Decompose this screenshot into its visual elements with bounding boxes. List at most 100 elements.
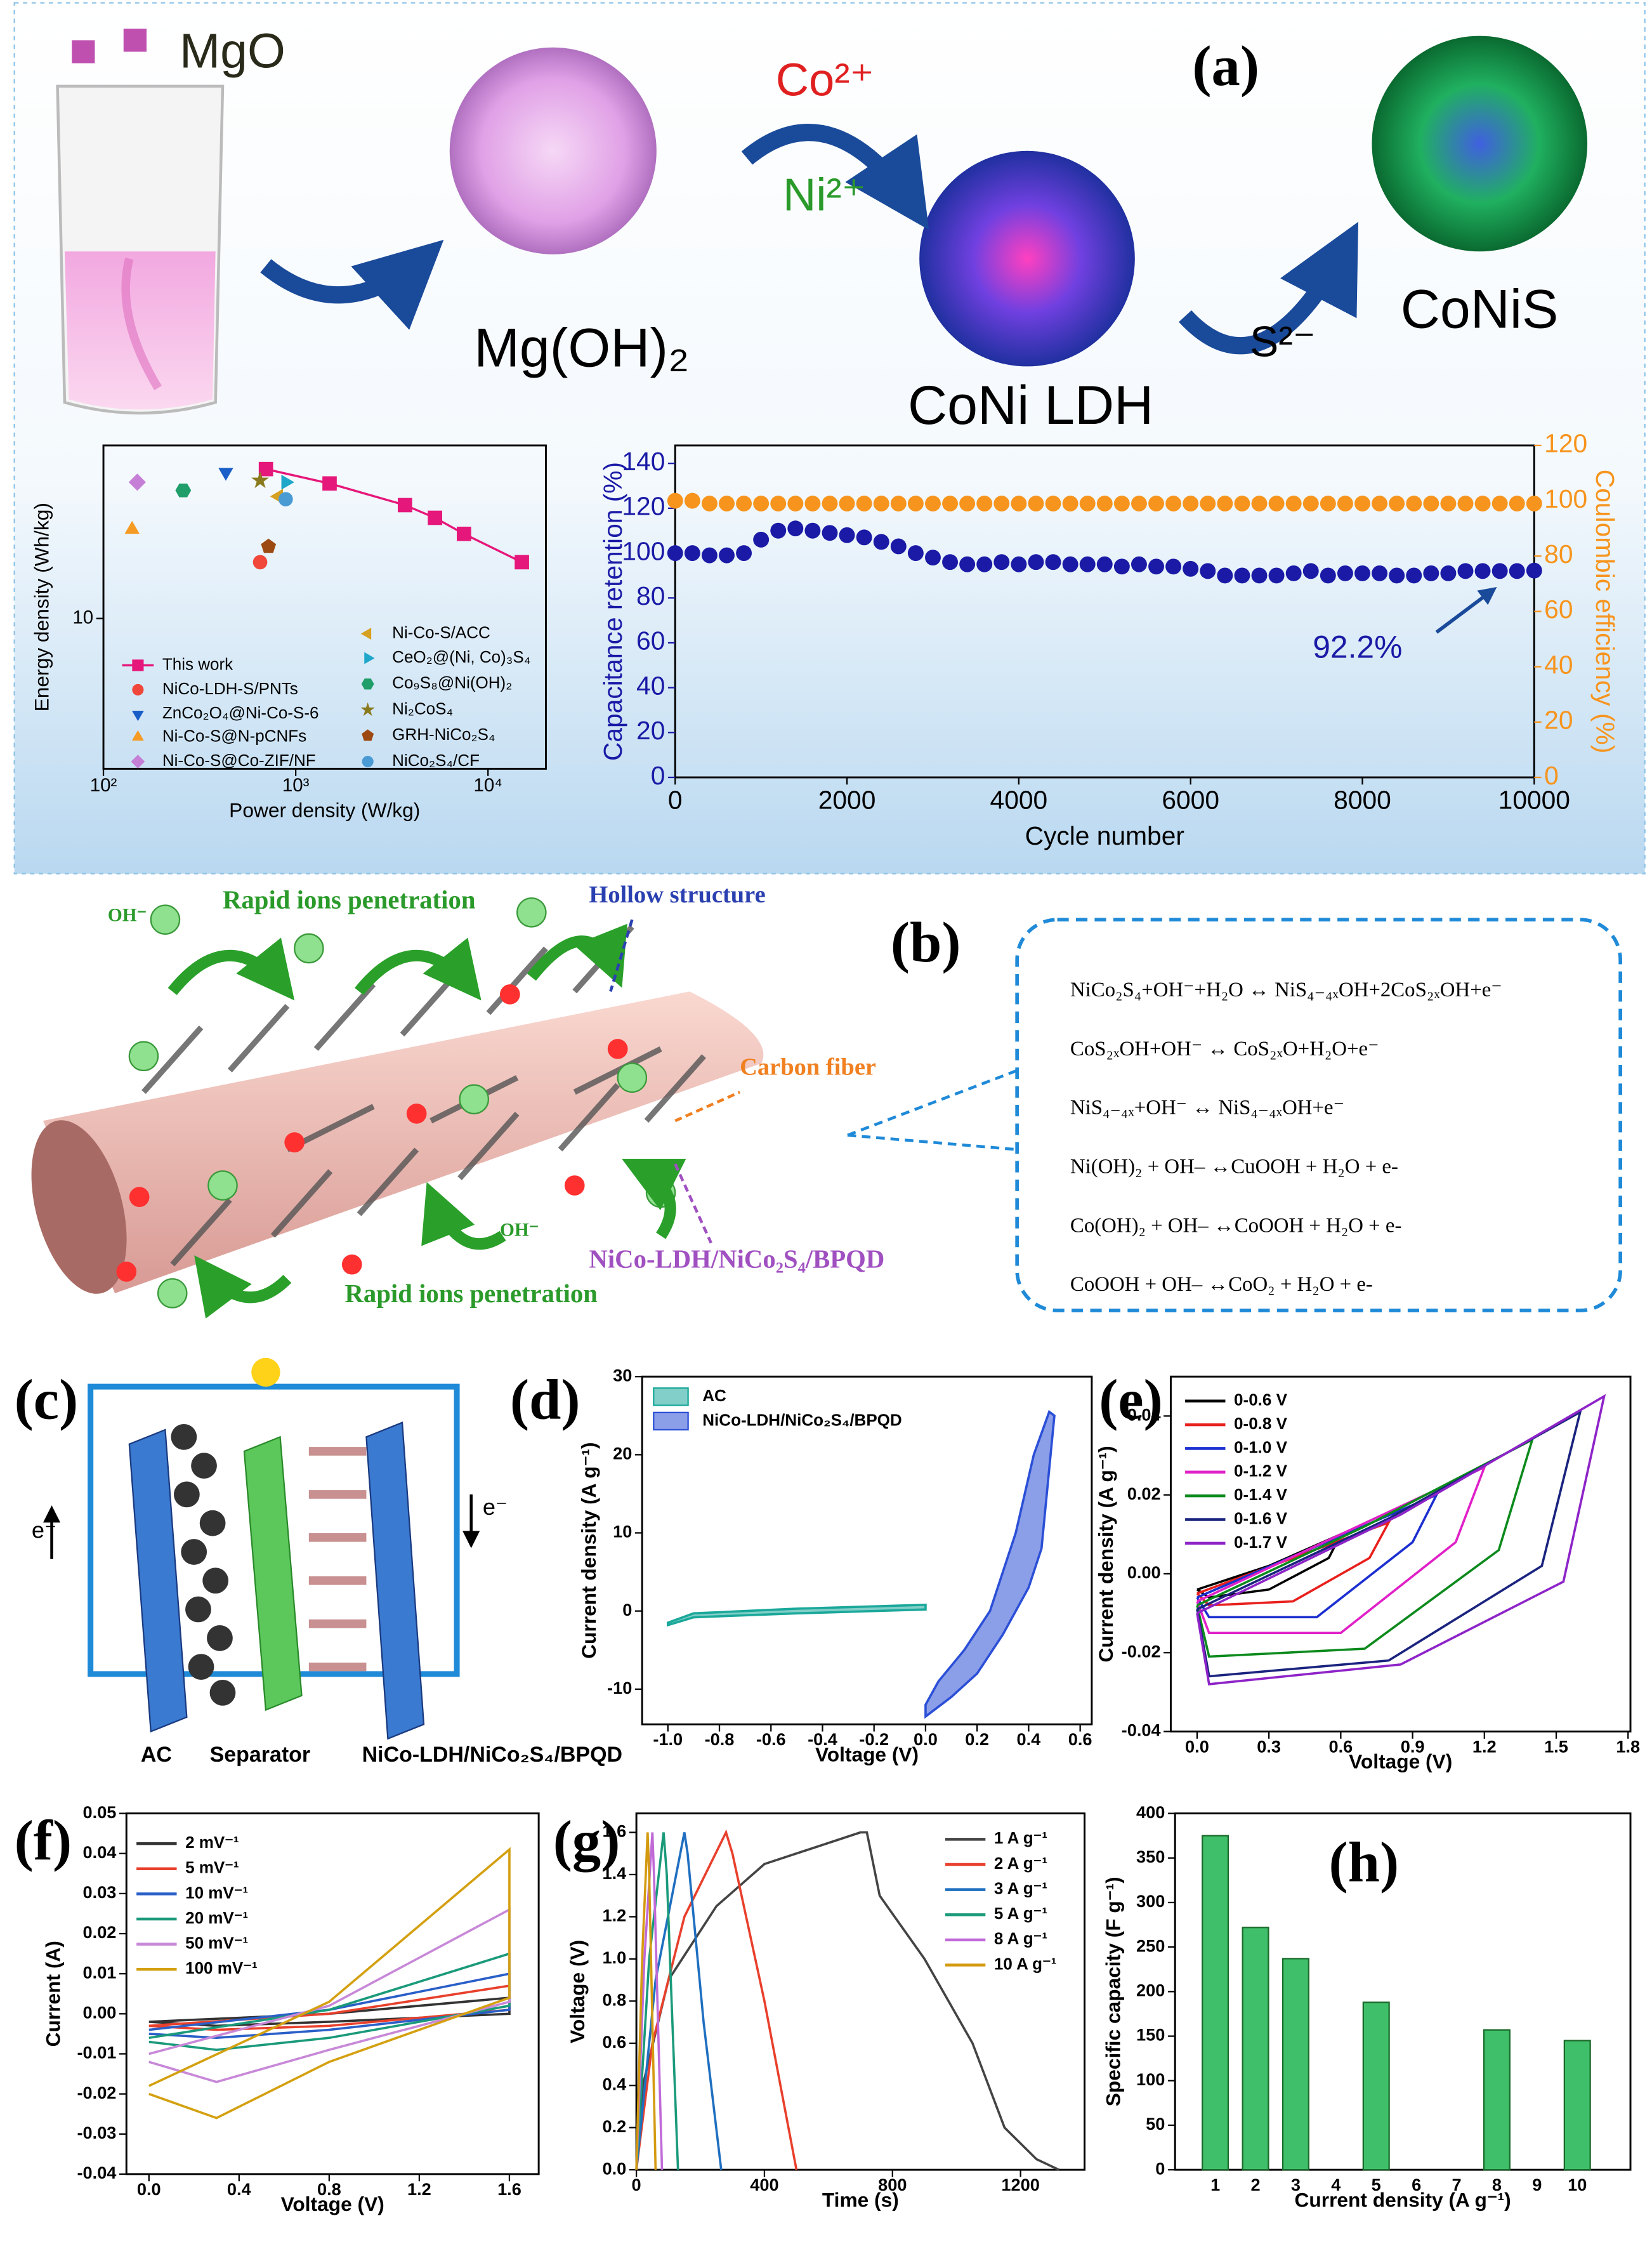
x-tick-label: 10 [1568, 2175, 1587, 2194]
y-axis-label: Energy density (Wh/kg) [30, 503, 53, 711]
equation: NiCo₂S₄+OH⁻+H₂O ↔ NiS₄₋₄ₓOH+2CoS₂ₓOH+e⁻ [1070, 979, 1502, 1001]
point [959, 496, 976, 511]
point [1406, 567, 1422, 584]
label-material: NiCo-LDH/NiCo₂S₄/BPQD [589, 1244, 884, 1273]
y-tick-label: 80 [636, 581, 665, 610]
y-tick-label: 0.04 [83, 1842, 117, 1862]
y-tick-label: 0.2 [602, 2116, 626, 2136]
y-tick-label: 150 [1136, 2025, 1165, 2045]
plot-frame [641, 1375, 1093, 1725]
x-tick-label: 0.0 [137, 2179, 161, 2199]
legend-label: 2 mV⁻¹ [185, 1833, 239, 1852]
x-tick-label: 1 [1210, 2175, 1220, 2194]
equation: Co(OH)₂ + OH– ↔CoOOH + H₂O + e- [1070, 1214, 1401, 1237]
y2-tick-label: 20 [1544, 706, 1573, 735]
point [1302, 496, 1319, 511]
x-tick-label: 0.4 [227, 2179, 251, 2199]
point [1526, 562, 1542, 579]
y-axis-label: Current density (A g⁻¹) [577, 1442, 600, 1659]
point [873, 534, 889, 550]
panel-label: (d) [510, 1367, 580, 1431]
series-area [924, 1409, 1056, 1719]
label-e: e⁻ [483, 1494, 508, 1520]
panel-label: (f) [15, 1808, 72, 1872]
y-axis-label: Voltage (V) [566, 1940, 589, 2043]
x-tick-label: 2000 [818, 785, 876, 814]
y-tick-label: 1.2 [602, 1906, 626, 1925]
y-tick-label: 0.03 [83, 1882, 117, 1902]
point [684, 545, 700, 562]
legend-label: Ni-Co-S@Co-ZIF/NF [162, 751, 316, 770]
point [976, 496, 993, 511]
point [1320, 496, 1336, 511]
y-tick-label: 100 [622, 536, 665, 565]
point [1028, 554, 1044, 571]
point [1045, 496, 1061, 511]
point [1268, 567, 1285, 584]
x-tick-label: 4 [1331, 2175, 1341, 2194]
legend-label: 1 A g⁻¹ [994, 1828, 1047, 1847]
point [1423, 565, 1439, 581]
y-axis-label: Current density (A g⁻¹) [1094, 1446, 1117, 1662]
label-conis: CoNiS [1401, 279, 1559, 340]
y-tick-label: -0.04 [77, 2163, 117, 2182]
series-line [148, 1908, 511, 2083]
point [218, 468, 233, 481]
x-tick-label: 3 [1291, 2175, 1301, 2194]
y2-tick-label: 80 [1544, 539, 1573, 569]
point [907, 496, 924, 511]
legend-marker [131, 710, 144, 722]
x-tick-label: 10⁴ [474, 775, 502, 796]
x-tick-label: -0.6 [756, 1729, 786, 1749]
point [736, 545, 752, 562]
y-axis-label: Specific capacity (F g⁻¹) [1102, 1877, 1125, 2106]
series-line [148, 1847, 511, 2120]
legend-label: 0-0.6 V [1234, 1390, 1288, 1409]
y-tick-label: 60 [636, 626, 665, 656]
point [1217, 496, 1233, 511]
panel-label: (h) [1329, 1830, 1400, 1894]
y2-tick-label: 40 [1544, 650, 1573, 679]
y-tick-label: 0.02 [1127, 1484, 1161, 1503]
point [1251, 496, 1268, 511]
y-tick-label: -0.02 [77, 2083, 117, 2102]
y-axis-label: Capacitance retention (%) [598, 462, 627, 761]
point [1474, 563, 1491, 579]
point [684, 492, 700, 509]
x-tick-label: 400 [750, 2175, 778, 2194]
point [322, 476, 337, 491]
panel-label: (b) [891, 910, 961, 974]
point [1165, 558, 1182, 575]
x-tick-label: 0.8 [317, 2179, 341, 2199]
y-tick-label: 1.4 [602, 1863, 626, 1883]
x-tick-label: 1.5 [1544, 1737, 1568, 1757]
point [1354, 496, 1370, 511]
point [1011, 496, 1027, 511]
point [976, 556, 993, 572]
label-separator: Separator [210, 1743, 311, 1767]
point [890, 496, 907, 511]
x-tick-label: 9 [1532, 2175, 1542, 2194]
bar [1202, 1835, 1229, 2171]
point [701, 547, 718, 564]
x-tick-label: 0.3 [1257, 1737, 1281, 1757]
y-tick-label: 0 [651, 761, 665, 790]
label-co: Co²⁺ [776, 54, 874, 105]
label-mgoh: Mg(OH)₂ [474, 317, 689, 378]
point [753, 496, 770, 511]
y-tick-label: 1.6 [602, 1821, 626, 1841]
point [822, 525, 838, 541]
point [398, 498, 412, 513]
y-tick-label: 0 [1155, 2158, 1165, 2178]
point [822, 496, 838, 511]
legend-label: 0-1.7 V [1234, 1533, 1288, 1552]
y-tick-label: 350 [1136, 1847, 1165, 1866]
point [804, 522, 821, 539]
series-line [635, 1832, 679, 2170]
point [1440, 565, 1457, 581]
legend-label: 0-0.8 V [1234, 1414, 1288, 1433]
point [258, 461, 273, 477]
pointer [674, 1163, 712, 1244]
x-tick-label: 10² [90, 775, 117, 796]
y-tick-label: 0.04 [1127, 1405, 1161, 1425]
